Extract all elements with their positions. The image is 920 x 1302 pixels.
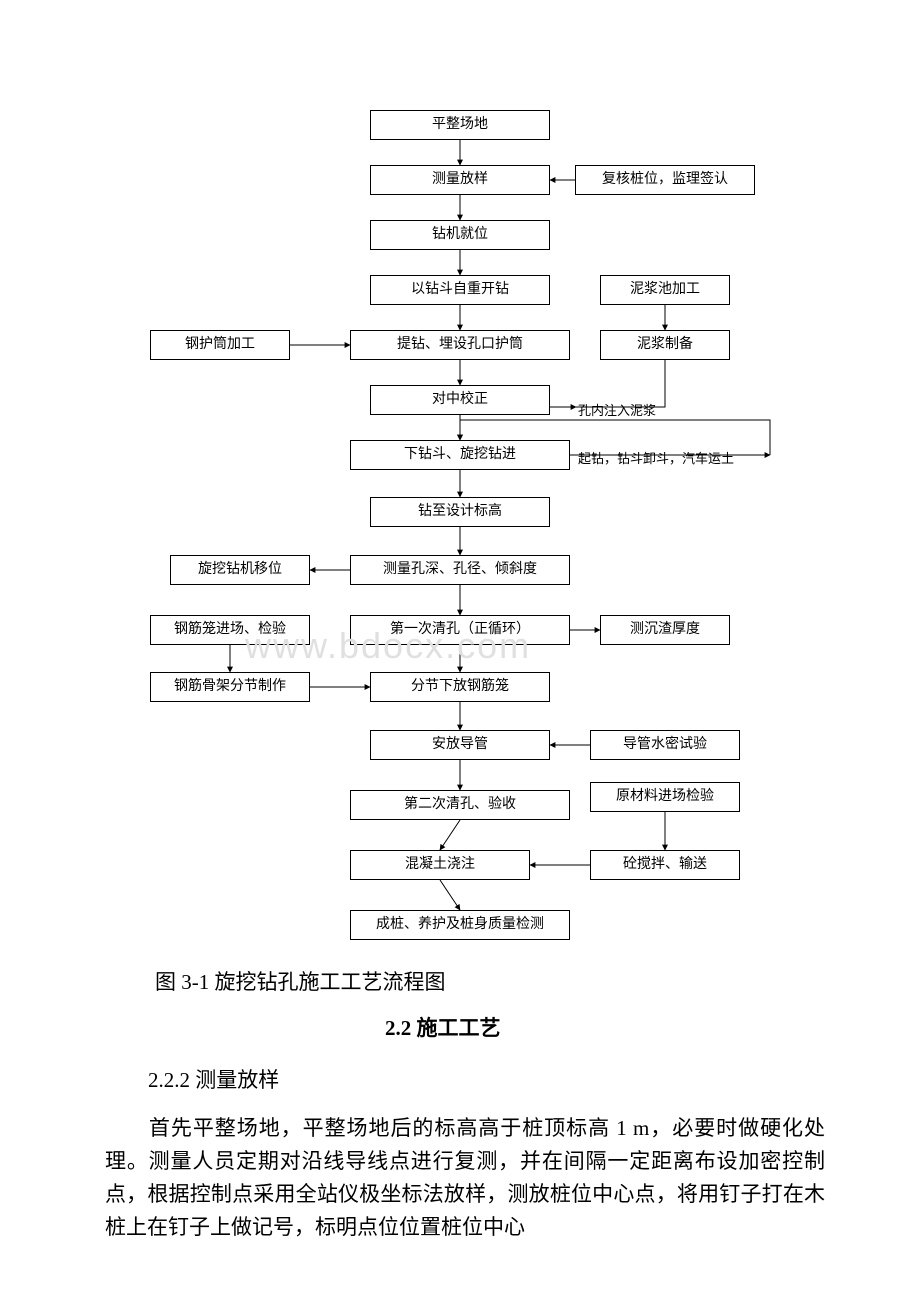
flow-node-n9: 测量孔深、孔径、倾斜度: [350, 555, 570, 585]
flow-node-n10: 第一次清孔（正循环）: [350, 615, 570, 645]
section-heading: 2.2 施工工艺: [385, 1012, 501, 1042]
page: 平整场地测量放样复核桩位，监理签认钻机就位以钻斗自重开钻 泥浆池加工钢护筒加工 提钻…: [0, 0, 920, 1302]
flow-node-n1: 平整场地: [370, 110, 550, 140]
flow-node-n11l: 钢筋骨架分节制作: [150, 672, 310, 702]
flow-node-n6: 对中校正: [370, 385, 550, 415]
flow-node-n3: 钻机就位: [370, 220, 550, 250]
flow-node-n5: 提钻、埋设孔口护筒: [350, 330, 570, 360]
flow-node-n10r: 测沉渣厚度: [600, 615, 730, 645]
flow-node-n13r: 原材料进场检验: [590, 782, 740, 812]
flow-node-n14r: 砼搅拌、输送: [590, 850, 740, 880]
flow-node-n12r: 导管水密试验: [590, 730, 740, 760]
flow-node-n4r: 泥浆池加工: [600, 275, 730, 305]
flowchart-region: 平整场地测量放样复核桩位，监理签认钻机就位以钻斗自重开钻 泥浆池加工钢护筒加工 提钻…: [0, 0, 920, 960]
flow-node-n2r: 复核桩位，监理签认: [575, 165, 755, 195]
flow-node-n8: 钻至设计标高: [370, 497, 550, 527]
flow-node-n15: 成桩、养护及桩身质量检测: [350, 910, 570, 940]
flow-label-lbl_mud: 孔内注入泥浆: [578, 400, 656, 419]
flow-node-n5l: 钢护筒加工: [150, 330, 290, 360]
subsection-heading: 2.2.2 测量放样: [148, 1064, 279, 1094]
flow-node-n9l: 旋挖钻机移位: [170, 555, 310, 585]
flow-node-n13: 第二次清孔、验收: [350, 790, 570, 820]
flow-node-n12: 安放导管: [370, 730, 550, 760]
flow-node-n14: 混凝土浇注: [350, 850, 530, 880]
flow-label-lbl_lift: 起钻，钻斗卸斗，汽车运土: [578, 448, 734, 467]
body-paragraph: 首先平整场地，平整场地后的标高高于桩顶标高 1 m，必要时做硬化处理。测量人员定…: [105, 1112, 825, 1244]
figure-caption: 图 3-1 旋挖钻孔施工工艺流程图: [155, 966, 446, 996]
flow-node-n11: 分节下放钢筋笼: [370, 672, 550, 702]
flow-node-n2: 测量放样: [370, 165, 550, 195]
flow-node-n7: 下钻斗、旋挖钻进: [350, 440, 570, 470]
flow-node-n10l: 钢筋笼进场、检验: [150, 615, 310, 645]
flow-node-n4: 以钻斗自重开钻: [370, 275, 550, 305]
flow-node-n5r: 泥浆制备: [600, 330, 730, 360]
